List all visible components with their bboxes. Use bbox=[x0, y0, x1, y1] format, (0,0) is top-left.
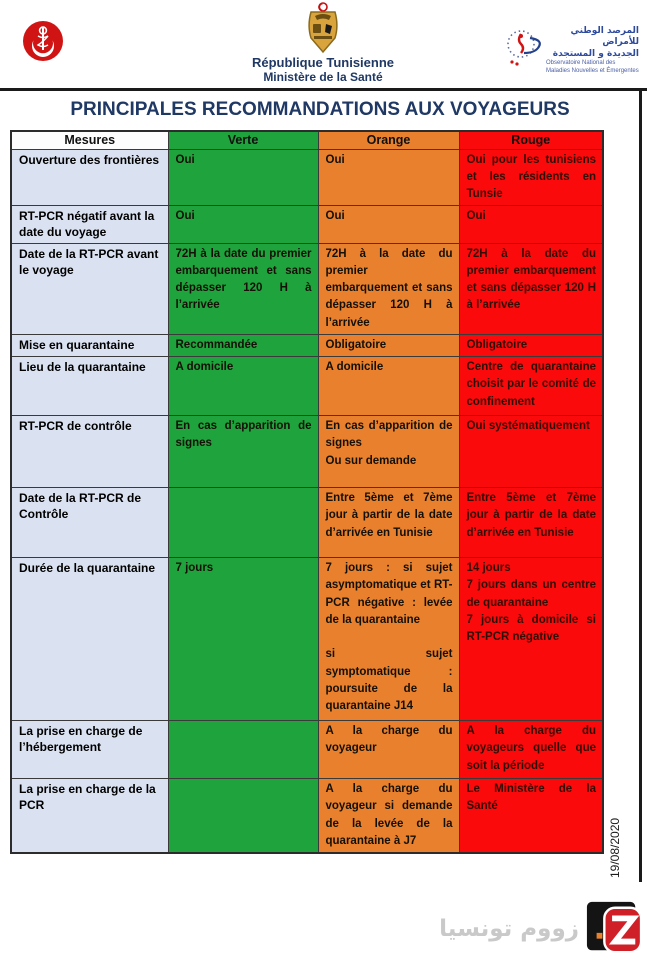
measure-cell: RT-PCR de contrôle bbox=[10, 415, 169, 489]
recommendations-table: Mesures Verte Orange Rouge Ouverture des… bbox=[10, 130, 604, 855]
zoom-tunisia-watermark-logo-icon bbox=[585, 900, 643, 958]
column-header-orange: Orange bbox=[317, 130, 460, 150]
measure-cell: La prise en charge de la PCR bbox=[10, 778, 169, 854]
vertical-divider bbox=[639, 88, 642, 882]
verte-cell: 72H à la date du premier embarquement et… bbox=[167, 242, 319, 335]
verte-cell bbox=[167, 487, 319, 559]
table-row: La prise en charge de l’hébergement A la… bbox=[10, 720, 604, 780]
measure-cell: Ouverture des frontières bbox=[10, 148, 169, 207]
page-title: PRINCIPALES RECOMMANDATIONS AUX VOYAGEUR… bbox=[70, 99, 570, 120]
table-row: La prise en charge de la PCR A la charge… bbox=[10, 778, 604, 854]
orange-cell: A domicile bbox=[317, 356, 460, 417]
measure-cell: Mise en quarantaine bbox=[10, 333, 169, 358]
observatory-text-block: المرصد الوطني للأمراض الجديدة و المستجدة… bbox=[546, 24, 639, 75]
measure-cell: Lieu de la quarantaine bbox=[10, 356, 169, 417]
orange-cell: 72H à la date du premier embarquement et… bbox=[317, 242, 460, 335]
observatory-french-line1: Observatoire National des bbox=[546, 59, 616, 66]
verte-cell: Recommandée bbox=[167, 333, 319, 358]
column-header-verte: Verte bbox=[167, 130, 319, 150]
observatory-logo: المرصد الوطني للأمراض الجديدة و المستجدة… bbox=[504, 24, 639, 75]
table-row: RT-PCR de contrôle En cas d’apparition d… bbox=[10, 415, 604, 489]
measure-cell: Date de la RT-PCR de Contrôle bbox=[10, 487, 169, 559]
table-row: Ouverture des frontières Oui Oui Oui pou… bbox=[10, 148, 604, 207]
ministry-of-health-logo-icon bbox=[22, 20, 64, 62]
watermark: زووم تونسيا bbox=[439, 900, 643, 958]
rouge-cell: Obligatoire bbox=[458, 333, 604, 358]
verte-cell: 7 jours bbox=[167, 557, 319, 722]
republic-title: République Tunisienne bbox=[251, 55, 395, 70]
table-header-row: Mesures Verte Orange Rouge bbox=[10, 130, 604, 150]
observatory-logo-icon bbox=[504, 24, 542, 75]
orange-cell: Oui bbox=[317, 205, 460, 244]
rouge-cell: 14 jours 7 jours dans un centre de quara… bbox=[458, 557, 604, 722]
column-header-rouge: Rouge bbox=[458, 130, 604, 150]
ministry-title: Ministère de la Santé bbox=[263, 70, 383, 84]
republic-emblem-block: République Tunisienne Ministère de la Sa… bbox=[238, 2, 408, 84]
table-row: Date de la RT-PCR avant le voyage 72H à … bbox=[10, 242, 604, 335]
observatory-arabic-line2: الجديدة و المستجدة bbox=[552, 48, 639, 59]
orange-cell: En cas d’apparition de signes Ou sur dem… bbox=[317, 415, 460, 489]
column-header-mesures: Mesures bbox=[10, 130, 169, 150]
table-row: Date de la RT-PCR de Contrôle Entre 5ème… bbox=[10, 487, 604, 559]
rouge-cell: Oui systématiquement bbox=[458, 415, 604, 489]
rouge-cell: Le Ministère de la Santé bbox=[458, 778, 604, 854]
rouge-cell: A la charge du voyageurs quelle que soit… bbox=[458, 720, 604, 780]
measure-cell: RT-PCR négatif avant la date du voyage bbox=[10, 205, 169, 244]
document-date: 19/08/2020 bbox=[608, 817, 622, 878]
measure-cell: Durée de la quarantaine bbox=[10, 557, 169, 722]
horizontal-divider bbox=[0, 88, 647, 91]
verte-cell bbox=[167, 720, 319, 780]
verte-cell bbox=[167, 778, 319, 854]
orange-cell: Oui bbox=[317, 148, 460, 207]
observatory-arabic-line1: المرصد الوطني للأمراض bbox=[570, 26, 640, 48]
table-row: Lieu de la quarantaine A domicile A domi… bbox=[10, 356, 604, 417]
orange-cell: 7 jours : si sujet asymptomatique et RT-… bbox=[317, 557, 460, 722]
orange-cell: A la charge du voyageur si demande de la… bbox=[317, 778, 460, 854]
watermark-arabic-text: زووم تونسيا bbox=[439, 916, 579, 942]
document-header: République Tunisienne Ministère de la Sa… bbox=[0, 0, 647, 88]
rouge-cell: 72H à la date du premier embarquement et… bbox=[458, 242, 604, 335]
rouge-cell: Centre de quarantaine choisit par le com… bbox=[458, 356, 604, 417]
table-row: RT-PCR négatif avant la date du voyage O… bbox=[10, 205, 604, 244]
observatory-french-line2: Maladies Nouvelles et Émergentes bbox=[546, 67, 639, 74]
rouge-cell: Oui bbox=[458, 205, 604, 244]
orange-cell: Obligatoire bbox=[317, 333, 460, 358]
orange-cell: Entre 5ème et 7ème jour à partir de la d… bbox=[317, 487, 460, 559]
orange-cell: A la charge du voyageur bbox=[317, 720, 460, 780]
table-row: Durée de la quarantaine 7 jours 7 jours … bbox=[10, 557, 604, 722]
verte-cell: A domicile bbox=[167, 356, 319, 417]
tunisia-coat-of-arms-icon bbox=[308, 2, 338, 54]
measure-cell: Date de la RT-PCR avant le voyage bbox=[10, 242, 169, 335]
rouge-cell: Oui pour les tunisiens et les résidents … bbox=[458, 148, 604, 207]
measure-cell: La prise en charge de l’hébergement bbox=[10, 720, 169, 780]
verte-cell: Oui bbox=[167, 148, 319, 207]
verte-cell: En cas d’apparition de signes bbox=[167, 415, 319, 489]
table-row: Mise en quarantaine Recommandée Obligato… bbox=[10, 333, 604, 358]
rouge-cell: Entre 5ème et 7ème jour à partir de la d… bbox=[458, 487, 604, 559]
verte-cell: Oui bbox=[167, 205, 319, 244]
